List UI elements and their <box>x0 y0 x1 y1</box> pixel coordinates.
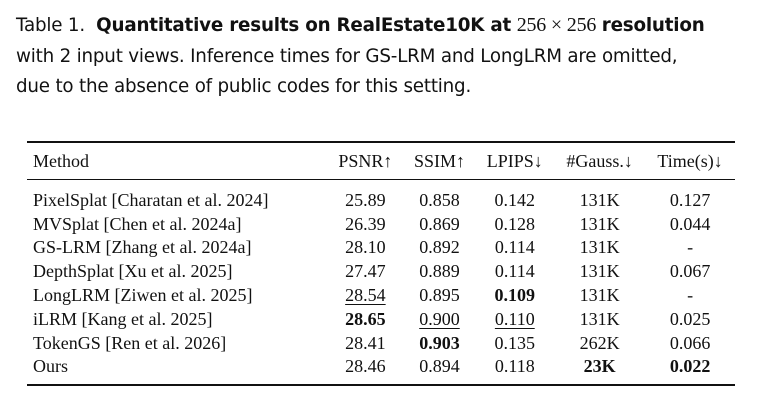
table-cell: 28.41 <box>345 332 386 353</box>
table-cell: PixelSplat [Charatan et al. 2024] <box>33 189 269 210</box>
table-cell: 262K <box>579 332 620 353</box>
table-cell: LongLRM [Ziwen et al. 2025] <box>33 285 253 306</box>
table-row: LongLRM [Ziwen et al. 2025] 28.54 0.895 0.1… <box>27 283 735 307</box>
table-cell: 0.114 <box>494 261 535 282</box>
caption-title-end: resolution <box>601 15 705 36</box>
caption-line: due to the absence of public codes for t… <box>16 76 472 97</box>
table-cell: MVSplat [Chen et al. 2024a] <box>33 213 242 234</box>
table-cell: 25.89 <box>345 189 386 210</box>
caption-label: Table 1. <box>16 15 85 36</box>
table-body: PixelSplat [Charatan et al. 2024] 25.89 0.… <box>27 180 735 386</box>
table-cell: 0.114 <box>494 237 535 258</box>
table-cell: 0.110 <box>494 308 535 329</box>
table-cell: 26.39 <box>345 213 386 234</box>
table-cell: 131K <box>579 237 620 258</box>
table-row: iLRM [Kang et al. 2025] 28.65 0.900 0.110 13… <box>27 307 735 331</box>
table-cell: 131K <box>579 213 620 234</box>
table-cell: 0.903 <box>419 332 460 353</box>
table-cell: 28.46 <box>345 356 386 377</box>
table-cell: 0.892 <box>419 237 460 258</box>
table-cell: 0.022 <box>669 356 711 377</box>
table-cell: 0.127 <box>669 189 711 210</box>
table-cell: 0.109 <box>494 285 536 306</box>
table-cell: TokenGS [Ren et al. 2026] <box>33 332 227 353</box>
table-cell: - <box>687 285 694 306</box>
table-cell: 0.894 <box>419 356 460 377</box>
table-cell: 0.128 <box>494 213 536 234</box>
table-row: GS-LRM [Zhang et al. 2024a] 28.10 0.892 0.1… <box>27 236 735 260</box>
table-cell: 131K <box>579 308 620 329</box>
table-cell: 0.858 <box>419 189 460 210</box>
table-cell: 0.067 <box>669 261 711 282</box>
table-row: MVSplat [Chen et al. 2024a] 26.39 0.869 0.1… <box>27 212 735 236</box>
table-cell: 0.142 <box>494 189 536 210</box>
table-cell: 0.869 <box>419 213 460 234</box>
table-cell: 0.135 <box>494 332 536 353</box>
table-cell: 28.65 <box>345 308 386 329</box>
header-cell: LPIPS↓ <box>486 150 543 171</box>
table-cell: 0.044 <box>669 213 711 234</box>
table-cell: 0.118 <box>494 356 535 377</box>
table-cell: DepthSplat [Xu et al. 2025] <box>33 261 233 282</box>
table-cell: 27.47 <box>345 261 386 282</box>
table-cell: 28.10 <box>345 237 386 258</box>
table-cell: Ours <box>33 356 68 377</box>
table-cell: 0.895 <box>419 285 460 306</box>
caption-line: with 2 input views. Inference times for … <box>16 46 678 67</box>
header-cell: SSIM↑ <box>413 150 465 171</box>
caption-line: Table 1. Quantitative results on RealEst… <box>16 14 705 37</box>
table-row: PixelSplat [Charatan et al. 2024] 25.89 0.… <box>27 180 735 212</box>
table-row: TokenGS [Ren et al. 2026] 28.41 0.903 0.135… <box>27 331 735 355</box>
table-cell: 0.889 <box>419 261 460 282</box>
results-table: Method PSNR↑ SSIM↑ LPIPS↓ #Gauss.↓ Time(s)↓ P… <box>27 141 735 386</box>
header-cell: Time(s)↓ <box>657 150 723 171</box>
table-cell: GS-LRM [Zhang et al. 2024a] <box>33 237 252 258</box>
table-cell: 131K <box>579 189 620 210</box>
header-row: Method PSNR↑ SSIM↑ LPIPS↓ #Gauss.↓ Time(s)↓ <box>27 142 735 180</box>
table-cell: - <box>687 237 694 258</box>
header-cell: #Gauss.↓ <box>566 150 633 171</box>
header-cell: Method <box>33 150 89 171</box>
table-cell: 0.025 <box>669 308 711 329</box>
caption-resolution: 256 × 256 <box>516 14 597 36</box>
table-cell: 131K <box>579 285 620 306</box>
table-cell: iLRM [Kang et al. 2025] <box>33 308 213 329</box>
table-cell: 23K <box>583 356 616 377</box>
table-cell: 0.066 <box>669 332 711 353</box>
caption-title: Quantitative results on RealEstate10K at <box>96 15 512 36</box>
table-row: Ours 28.46 0.894 0.118 23K 0.022 <box>27 355 735 386</box>
header-cell: PSNR↑ <box>338 150 393 171</box>
table-cell: 0.900 <box>419 308 460 329</box>
table-cell: 131K <box>579 261 620 282</box>
table-cell: 28.54 <box>345 285 386 306</box>
table-row: DepthSplat [Xu et al. 2025] 27.47 0.889 0.1… <box>27 259 735 283</box>
